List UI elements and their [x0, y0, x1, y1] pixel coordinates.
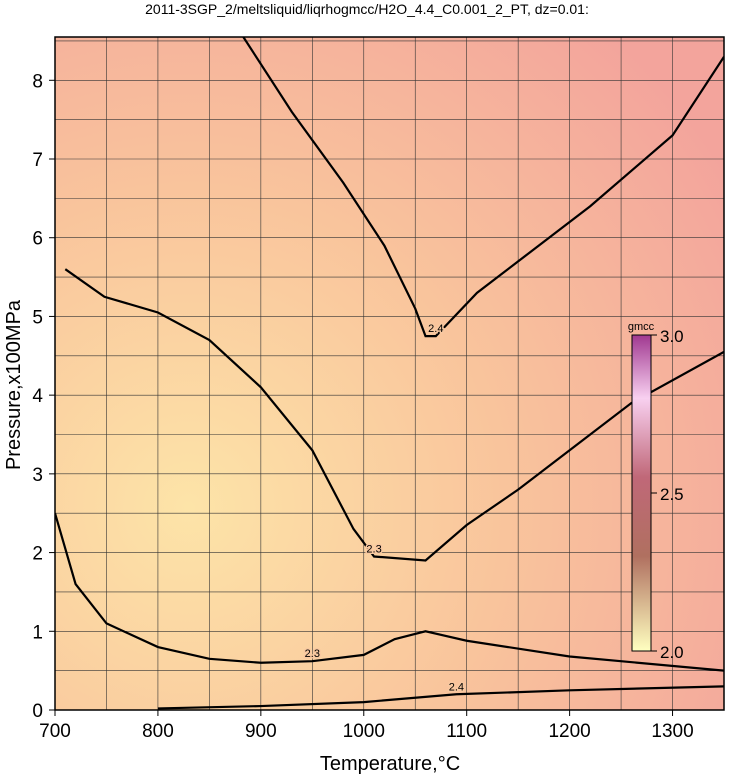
colorbar	[631, 334, 652, 652]
y-tick-label: 5	[32, 307, 43, 328]
contour-line	[242, 37, 724, 338]
x-tick-label: 900	[245, 721, 277, 742]
contour-line	[157, 685, 724, 710]
plot-background	[55, 37, 724, 710]
contour-label: 2.4	[428, 323, 443, 335]
colorbar-label: gmcc	[628, 321, 655, 333]
y-tick-label: 7	[32, 150, 43, 171]
colorbar-tick-label: 2.5	[660, 485, 684, 504]
x-axis-label: Temperature,°C	[320, 753, 460, 775]
contour-line	[64, 268, 724, 562]
colorbar-tick-label: 2.0	[660, 643, 684, 662]
x-tick-label: 1000	[343, 721, 385, 742]
y-axis-label: Pressure,x100MPa	[3, 299, 25, 470]
y-tick-label: 2	[32, 544, 43, 565]
y-tick-label: 6	[32, 229, 43, 250]
x-tick-label: 800	[142, 721, 174, 742]
y-tick-label: 3	[32, 465, 43, 486]
y-tick-label: 1	[32, 622, 43, 643]
x-tick-label: 1200	[548, 721, 590, 742]
colorbar-tick-label: 3.0	[660, 327, 684, 346]
y-tick-label: 4	[32, 386, 43, 407]
x-tick-label: 1100	[446, 721, 487, 742]
chart-title: 2011-3SGP_2/meltsliquid/liqrhogmcc/H2O_4…	[145, 1, 589, 17]
x-tick-label: 700	[39, 721, 71, 742]
x-tick-label: 1300	[651, 721, 693, 742]
contour-label: 2.4	[449, 681, 464, 693]
contour-label: 2.3	[305, 648, 320, 660]
plot-frame	[54, 36, 725, 711]
contour-label: 2.3	[366, 544, 381, 556]
y-tick-label: 8	[32, 71, 43, 92]
y-tick-label: 0	[32, 701, 43, 722]
contour-line	[55, 512, 724, 672]
